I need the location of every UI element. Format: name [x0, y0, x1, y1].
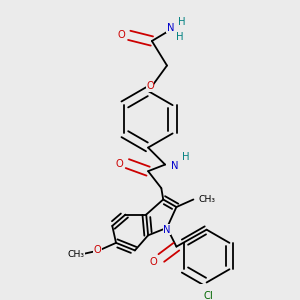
- Text: H: H: [176, 32, 184, 42]
- Text: N: N: [167, 23, 175, 33]
- Text: CH₃: CH₃: [198, 195, 215, 204]
- Text: N: N: [163, 225, 171, 235]
- Text: O: O: [116, 159, 124, 169]
- Text: O: O: [146, 81, 154, 91]
- Text: Cl: Cl: [204, 291, 213, 300]
- Text: H: H: [178, 17, 186, 27]
- Text: H: H: [182, 152, 190, 162]
- Text: O: O: [93, 245, 101, 255]
- Text: CH₃: CH₃: [68, 250, 85, 259]
- Text: O: O: [118, 30, 126, 40]
- Text: O: O: [150, 257, 158, 267]
- Text: N: N: [171, 161, 178, 172]
